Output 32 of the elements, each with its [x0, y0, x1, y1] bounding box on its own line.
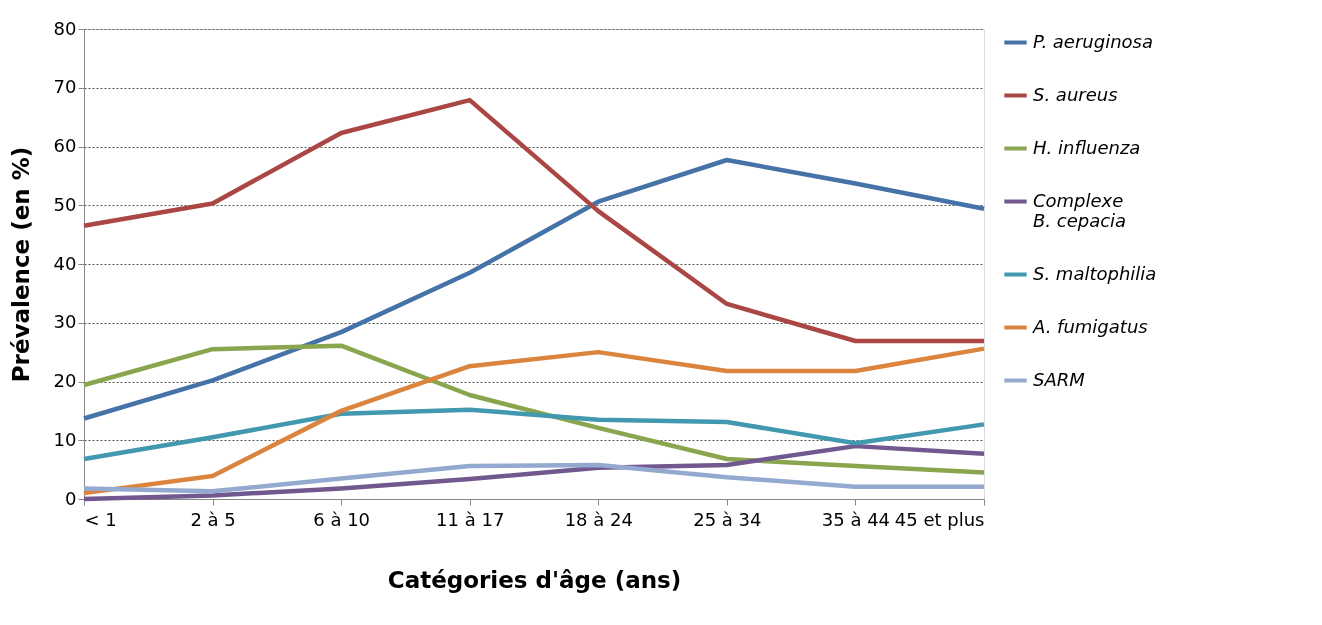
legend-label: P. aeruginosa: [1033, 30, 1153, 52]
x-axis-title: Catégories d'âge (ans): [387, 566, 682, 593]
y-tick-label: 30: [53, 311, 77, 333]
y-axis-title: Prévalence (en %): [7, 146, 34, 383]
line-series: [81, 157, 987, 421]
legend-label: Complexe B. cepacia: [1033, 189, 1127, 231]
legend-label: SARM: [1033, 368, 1086, 390]
y-tick-label: 60: [53, 135, 77, 156]
line-series: [81, 343, 987, 475]
line-series: [81, 407, 987, 462]
x-tick-label: 11 à 17: [436, 508, 505, 530]
y-tick-label: 20: [53, 370, 77, 391]
y-tick-label: 10: [53, 428, 77, 450]
y-tick-label: 40: [53, 252, 77, 274]
line-series: [81, 97, 987, 344]
x-tick-label: 45 et plus: [894, 508, 985, 530]
y-tick-label: 70: [53, 76, 77, 98]
x-tick-label: 6 à 10: [313, 508, 371, 530]
legend-label: S. maltophilia: [1033, 262, 1157, 284]
x-tick-label: 18 à 24: [564, 508, 633, 530]
x-tick-label: 35 à 44: [821, 508, 891, 530]
legend-label: A. fumigatus: [1032, 315, 1148, 337]
legend-label: H. influenza: [1033, 136, 1141, 158]
x-tick-label: 2 à 5: [190, 508, 236, 530]
y-tick-label: 80: [53, 17, 77, 39]
y-tick-label: 50: [53, 193, 77, 215]
line-series: [81, 346, 987, 496]
x-tick-label: < 1: [84, 508, 117, 530]
line-series: [81, 462, 987, 494]
legend-label: S. aureus: [1033, 83, 1118, 105]
x-tick-label: 25 à 34: [693, 508, 762, 530]
y-tick-label: 0: [65, 487, 77, 509]
